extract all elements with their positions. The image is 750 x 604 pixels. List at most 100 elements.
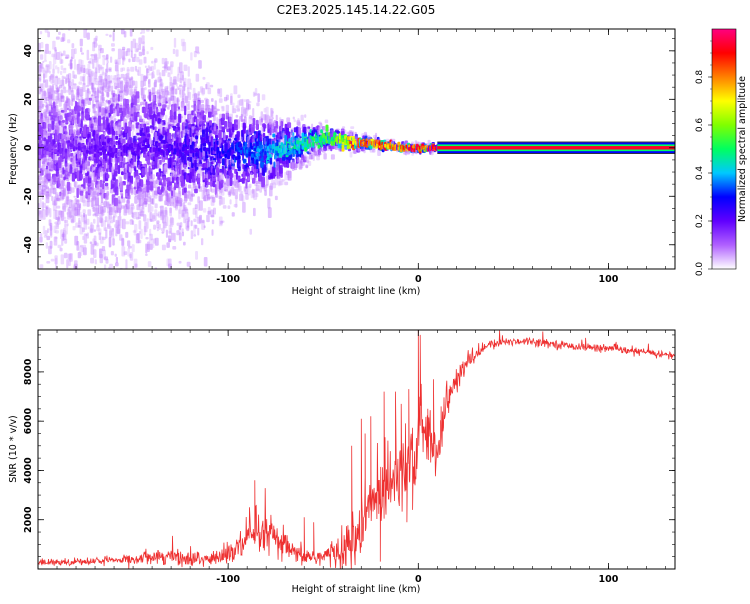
spectrogram-cell xyxy=(157,159,160,168)
spectrogram-cell xyxy=(290,128,292,135)
spectrogram-cell xyxy=(307,160,309,164)
spectrogram-cell xyxy=(210,123,212,126)
spectrogram-cell xyxy=(203,77,206,80)
spectrogram-cell xyxy=(102,246,105,251)
spectrogram-cell xyxy=(179,85,182,87)
spectrogram-cell xyxy=(40,233,43,243)
spectrogram-cell xyxy=(201,238,203,245)
spectrogram-cell xyxy=(62,76,64,86)
spectrogram-cell xyxy=(79,82,83,85)
spectrogram-cell xyxy=(90,242,93,245)
spectrogram-cell xyxy=(184,93,186,100)
spectrogram-cell xyxy=(221,221,223,223)
spectrogram-cell xyxy=(87,33,90,40)
spectrogram-cell xyxy=(159,94,162,105)
spectrogram-cell xyxy=(203,116,205,120)
spectrogram-cell xyxy=(331,154,335,159)
spectrogram-cell xyxy=(124,31,127,38)
spectrogram-cell xyxy=(242,178,245,184)
spectrogram-cell xyxy=(128,59,130,63)
spectrogram-cell xyxy=(66,90,69,93)
spectrogram-cell xyxy=(45,44,49,54)
spectrogram-cell xyxy=(64,126,66,129)
spectrogram-cell xyxy=(56,210,58,216)
spectrogram-cell xyxy=(64,253,68,259)
spectrogram-cell xyxy=(350,152,353,158)
spectrogram-cell xyxy=(160,77,162,81)
spectrogram-cell xyxy=(244,99,246,102)
spectrogram-cell xyxy=(242,202,246,213)
spectrogram-cell xyxy=(170,77,173,82)
spectrogram-cell xyxy=(320,147,322,152)
spectrogram-cell xyxy=(80,76,83,81)
spectrogram-cell xyxy=(53,17,56,24)
spectrogram-core-cell xyxy=(195,153,198,157)
spectrogram-cell xyxy=(186,176,189,182)
spectrogram-cell xyxy=(264,108,267,113)
spectrogram-cell xyxy=(119,91,123,93)
spectrogram-cell xyxy=(65,121,69,123)
spectrogram-cell xyxy=(170,81,172,86)
spectrogram-cell xyxy=(134,259,138,269)
spectrogram-cell xyxy=(298,154,302,157)
spectrogram-cell xyxy=(54,236,56,242)
spectrogram-cell xyxy=(256,102,259,106)
spectrogram-cell xyxy=(90,153,93,159)
spectrogram-cell xyxy=(336,129,340,131)
spectrogram-cell xyxy=(247,186,250,196)
spectrogram-cell xyxy=(178,186,181,189)
spectrogram-core-cell xyxy=(168,146,171,150)
spectrogram-cell xyxy=(111,43,115,47)
spectrogram-cell xyxy=(149,140,153,145)
spectrogram-cell xyxy=(44,275,46,280)
spectrogram-cell xyxy=(253,208,256,216)
spectrogram-cell xyxy=(56,87,59,90)
spectrogram-cell xyxy=(71,94,75,99)
spectrogram-cell xyxy=(156,220,159,223)
spectrogram-cell xyxy=(65,57,69,59)
spectrogram-cell xyxy=(130,67,134,72)
spectrogram-cell xyxy=(98,102,102,104)
spectrogram-cell xyxy=(180,78,182,84)
spectrogram-core-cell xyxy=(99,152,102,156)
spectrogram-cell xyxy=(232,212,235,217)
spectrogram-cell xyxy=(83,125,86,134)
spectrogram-cell xyxy=(152,74,155,78)
spectrogram-cell xyxy=(212,220,214,225)
spectrogram-cell xyxy=(91,71,94,77)
spectrogram-cell xyxy=(130,176,133,183)
spectrogram-cell xyxy=(142,35,145,44)
spectrogram-cell xyxy=(131,41,133,52)
spectrogram-cell xyxy=(197,228,199,236)
spectrogram-cell xyxy=(44,122,47,130)
spectrogram-cell xyxy=(221,180,224,184)
spectrogram-cell xyxy=(141,29,145,33)
spectrogram-cell xyxy=(120,82,123,90)
spectrogram-cell xyxy=(248,104,251,110)
spectrogram-cell xyxy=(198,60,202,69)
spectrogram-cell xyxy=(169,239,172,242)
spectrogram-cell xyxy=(188,92,191,100)
spectrogram-cell xyxy=(124,251,128,255)
spectrogram-cell xyxy=(45,185,48,188)
spectrogram-cell xyxy=(62,277,64,288)
spectrogram-cell xyxy=(70,285,74,294)
spectrogram-cell xyxy=(122,183,124,186)
spectrogram-cell xyxy=(88,178,92,184)
spectrogram-cell xyxy=(165,61,169,64)
spectrogram-cell xyxy=(187,220,190,227)
spectrogram-cell xyxy=(141,74,144,82)
spectrogram-cell xyxy=(146,186,149,193)
spectrogram-cell xyxy=(104,78,108,87)
spectrogram-cell xyxy=(165,207,168,216)
spectrogram-cell xyxy=(242,195,245,202)
spectrogram-cell xyxy=(114,171,118,177)
spectrogram-cell xyxy=(106,259,109,264)
spectrogram-cell xyxy=(62,33,65,41)
spectrogram-cell xyxy=(49,280,51,285)
spectrogram-cell xyxy=(205,84,207,90)
spectrogram-cell xyxy=(106,54,109,59)
spectrogram-cell xyxy=(154,162,157,168)
figure-title: C2E3.2025.145.14.22.G05 xyxy=(277,3,436,17)
spectrogram-cell xyxy=(179,90,181,95)
